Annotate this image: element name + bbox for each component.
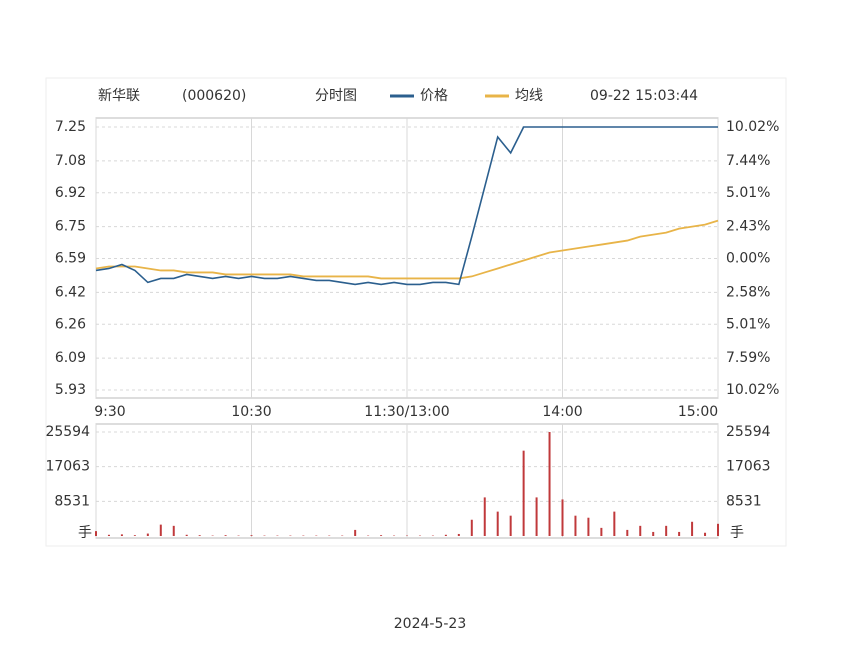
y-tick-label: 6.26 [55,316,86,332]
volume-bar [172,525,175,536]
volume-bar [548,432,551,536]
y2-tick-label: 17063 [726,459,771,475]
y2-tick-label: 0.00% [726,251,770,267]
y-tick-label: 6.92 [55,185,86,201]
footer-date: 2024-5-23 [394,616,466,632]
unit-label: 手 [730,525,744,541]
unit-label: 手 [78,525,92,541]
volume-bar [665,525,668,536]
y2-tick-label: 10.02% [726,119,779,135]
y2-tick-label: 5.01% [726,185,770,201]
y-tick-label: 7.25 [55,119,86,135]
volume-bar [107,534,110,536]
volume-bar [250,535,253,536]
volume-bar [120,534,123,536]
price-line [95,219,719,280]
volume-bar [470,519,473,536]
volume-bar [600,527,603,536]
volume-bar [185,534,188,536]
y2-tick-label: 5.01% [726,316,770,332]
legend-label: 均线 [515,88,543,104]
y2-tick-label: 8531 [726,493,762,509]
y2-tick-label: 25594 [726,424,771,440]
y-tick-label: 6.75 [55,219,86,235]
volume-bar [133,535,136,536]
y-tick-label: 25594 [45,424,90,440]
volume-bar [457,533,460,536]
volume-bar [561,499,564,536]
chart-subtitle: 分时图 [315,88,357,104]
volume-bar [354,529,357,536]
volume-bar [704,532,707,536]
y-tick-label: 6.09 [55,350,86,366]
volume-bar [613,511,616,536]
x-tick-label: 10:30 [231,404,271,420]
volume-bar [483,497,486,536]
y-tick-label: 6.59 [55,251,86,267]
volume-bar [535,497,538,536]
stock-name: 新华联 [98,88,140,104]
volume-bar [224,535,227,536]
y2-tick-label: 2.58% [726,284,770,300]
y-tick-label: 5.93 [55,382,86,398]
volume-bar [639,525,642,536]
volume-bar [678,531,681,536]
y2-tick-label: 10.02% [726,382,779,398]
volume-bar [496,511,499,536]
volume-bar [198,535,201,536]
volume-bar [509,515,512,536]
volume-bar [380,535,383,536]
volume-bar [717,523,719,536]
timestamp: 09-22 15:03:44 [590,88,698,104]
volume-bar [587,517,590,536]
price-line [95,126,718,286]
x-tick-label: 9:30 [94,404,125,420]
y2-tick-label: 7.44% [726,153,770,169]
x-tick-label: 11:30/13:00 [364,404,449,420]
y2-tick-label: 2.43% [726,219,770,235]
y-tick-label: 8531 [54,493,90,509]
y2-tick-label: 7.59% [726,350,770,366]
volume-bar [522,450,525,536]
volume-bar [444,534,447,536]
stock-code: (000620) [182,88,246,104]
volume-bar [574,515,577,536]
volume-bar [626,529,629,536]
volume-bar [146,533,149,536]
chart-panel [45,77,787,547]
volume-bar [652,531,655,536]
volume-bar [159,524,162,536]
x-tick-label: 15:00 [678,404,718,420]
volume-bar [95,531,97,536]
x-tick-label: 14:00 [542,404,582,420]
volume-bar [691,521,694,536]
y-tick-label: 7.08 [55,153,86,169]
y-tick-label: 6.42 [55,284,86,300]
legend-label: 价格 [420,88,448,104]
y-tick-label: 17063 [45,459,90,475]
